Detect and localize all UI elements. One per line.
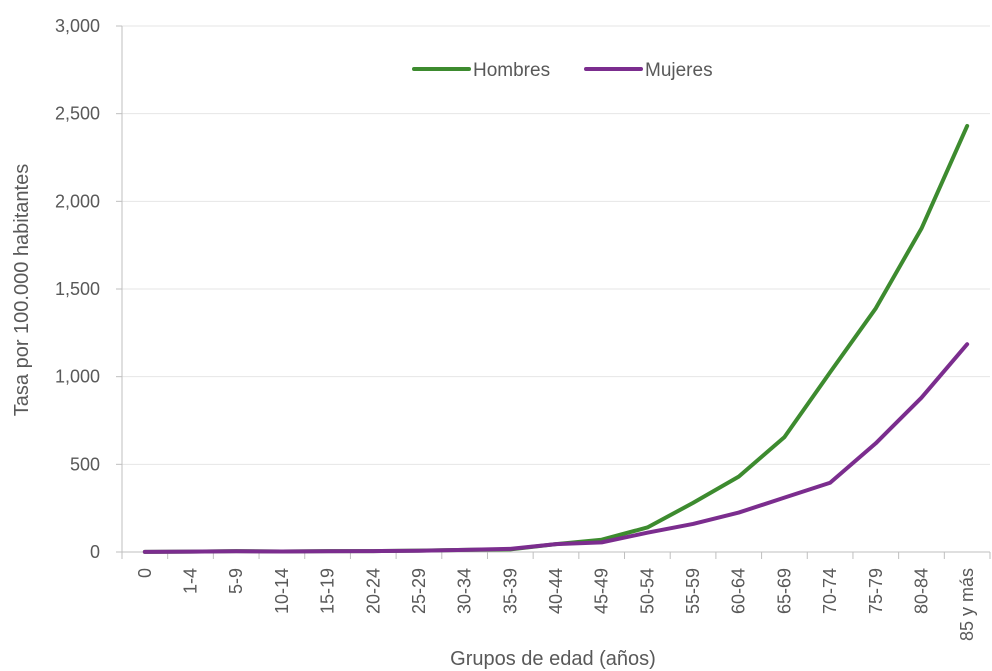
x-tick-label: 50-54 xyxy=(637,568,657,614)
x-tick-label: 40-44 xyxy=(546,568,566,614)
x-tick-label: 45-49 xyxy=(592,568,612,614)
y-tick-label: 500 xyxy=(70,454,100,474)
x-tick-label: 35-39 xyxy=(500,568,520,614)
y-tick-label: 0 xyxy=(90,542,100,562)
x-tick-label: 0 xyxy=(135,568,155,578)
x-tick-label: 85 y más xyxy=(957,568,977,641)
legend-label-mujeres: Mujeres xyxy=(645,60,713,81)
x-tick-label: 10-14 xyxy=(272,568,292,614)
x-tick-label: 20-24 xyxy=(363,568,383,614)
x-tick-label: 30-34 xyxy=(455,568,475,614)
x-tick-label: 5-9 xyxy=(226,568,246,594)
y-tick-label: 2,000 xyxy=(55,191,100,211)
x-tick-label: 80-84 xyxy=(911,568,931,614)
y-tick-label: 1,500 xyxy=(55,279,100,299)
x-tick-labels: 0 1-4 5-9 10-14 15-19 20-24 25-29 30-34 35-39 40-… xyxy=(135,568,977,641)
gridlines xyxy=(122,25,990,465)
x-tick-label: 70-74 xyxy=(820,568,840,614)
x-tick-label: 15-19 xyxy=(318,568,338,614)
x-tick-label: 25-29 xyxy=(409,568,429,614)
x-tick-label: 65-69 xyxy=(774,568,794,614)
series-lines xyxy=(142,123,970,554)
y-tick-label: 2,500 xyxy=(55,104,100,124)
series-line-hombres xyxy=(142,123,970,554)
x-tick-label: 1-4 xyxy=(181,568,201,594)
x-tick-label: 75-79 xyxy=(866,568,886,614)
x-tick-label: 60-64 xyxy=(729,568,749,614)
legend-label-hombres: Hombres xyxy=(473,60,550,81)
series-line-mujeres xyxy=(142,342,970,554)
y-tick-labels: 0 500 1,000 1,500 2,000 2,500 3,000 xyxy=(55,16,100,562)
y-axis-title: Tasa por 100.000 habitantes xyxy=(11,164,33,416)
x-axis-title: Grupos de edad (años) xyxy=(450,648,656,670)
x-tick-label: 55-59 xyxy=(683,568,703,614)
y-tick-label: 3,000 xyxy=(55,16,100,36)
legend: Hombres Mujeres xyxy=(412,60,713,81)
axes xyxy=(116,25,991,559)
y-tick-label: 1,000 xyxy=(55,367,100,387)
